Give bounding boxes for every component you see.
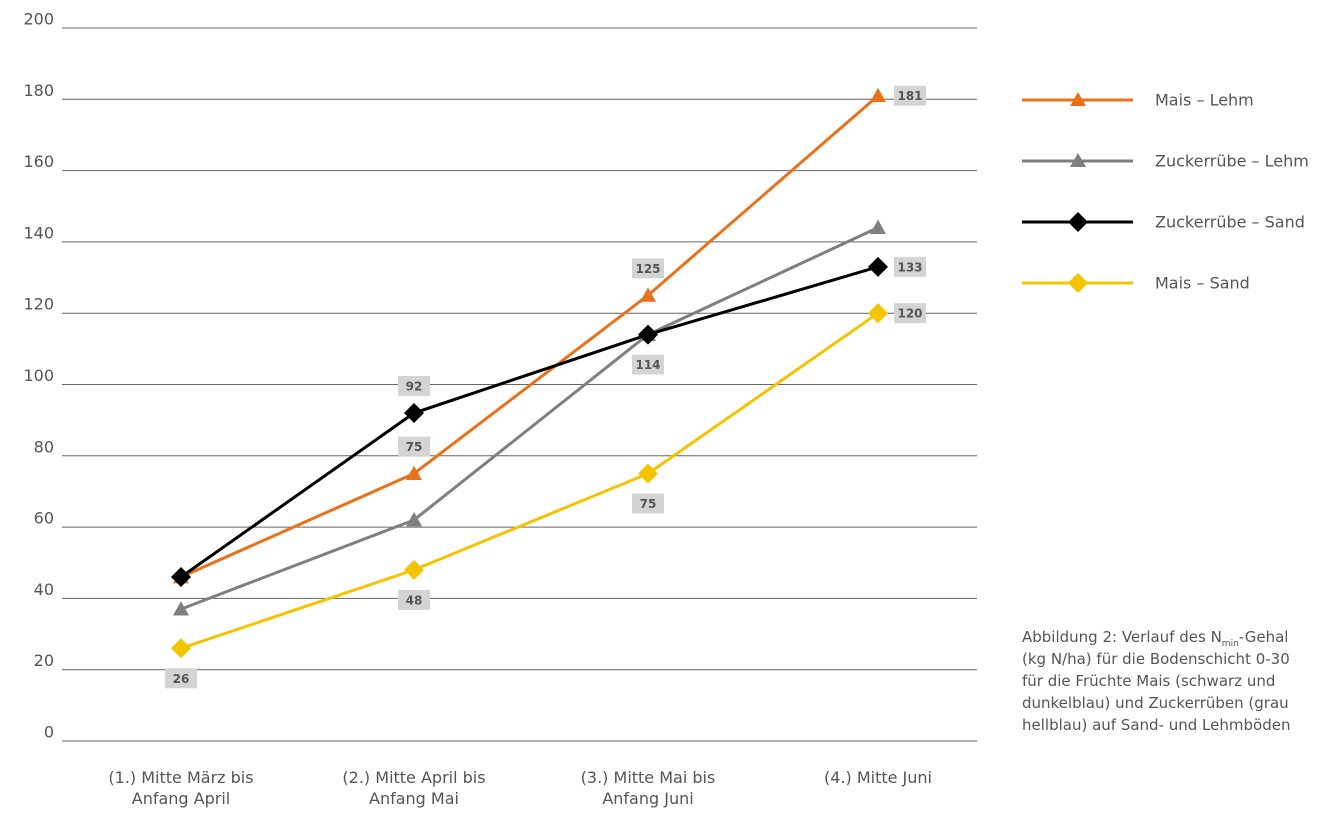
x-tick-label: (4.) Mitte Juni	[823, 768, 932, 787]
caption-line: für die Früchte Mais (schwarz und	[1022, 672, 1276, 690]
legend-label: Mais – Lehm	[1155, 91, 1254, 110]
value-label-box	[398, 376, 430, 397]
value-label: 75	[406, 440, 423, 454]
value-label-box	[165, 668, 197, 689]
y-tick-label: 20	[34, 651, 54, 670]
y-tick-label: 200	[23, 10, 54, 29]
caption-subscript: min	[1221, 639, 1239, 649]
marker	[640, 287, 656, 302]
value-label: 26	[173, 672, 190, 686]
value-label-box	[894, 256, 926, 277]
value-label: 114	[635, 358, 660, 372]
y-tick-label: 120	[23, 295, 54, 314]
y-tick-label: 80	[34, 437, 54, 456]
legend-marker	[1070, 92, 1086, 106]
legend-label: Zuckerrübe – Sand	[1155, 213, 1305, 232]
value-label: 92	[406, 380, 423, 394]
marker	[171, 638, 191, 659]
value-label: 48	[406, 593, 423, 607]
marker	[406, 511, 422, 527]
marker	[404, 559, 424, 580]
marker	[173, 601, 189, 616]
x-tick-label: (3.) Mitte Mai bis Anfang Juni	[580, 768, 716, 808]
value-label-box	[632, 354, 664, 375]
y-tick-label: 40	[34, 580, 54, 599]
x-tick-label: (1.) Mitte März bis Anfang April	[108, 768, 254, 808]
legend-label: Zuckerrübe – Lehm	[1155, 152, 1309, 171]
y-tick-label: 160	[23, 152, 54, 171]
caption-text: Abbildung 2: Verlauf des N	[1022, 628, 1222, 646]
marker	[638, 324, 658, 345]
caption-line: (kg N/ha) für die Bodenschicht 0-30	[1022, 650, 1290, 668]
caption-text: -Gehal	[1238, 628, 1289, 646]
value-label-box	[632, 258, 664, 279]
y-tick-label: 140	[23, 223, 54, 242]
caption-line: dunkelblau) und Zuckerrüben (grau	[1022, 694, 1289, 712]
y-tick-label: 60	[34, 509, 54, 528]
legend-marker	[1068, 273, 1088, 293]
value-label-box	[632, 493, 664, 514]
y-tick-label: 180	[23, 81, 54, 100]
x-tick-label: (2.) Mitte April bis Anfang Mai	[342, 768, 486, 808]
marker	[404, 403, 424, 424]
marker	[638, 463, 658, 484]
marker	[868, 256, 888, 277]
value-label: 125	[635, 262, 660, 276]
marker	[870, 219, 886, 235]
series-line	[180, 311, 879, 650]
y-tick-label: 0	[44, 723, 54, 742]
value-label-box	[398, 436, 430, 457]
value-label: 181	[897, 89, 922, 103]
caption-line: Abbildung 2: Verlauf des Nmin-Gehal	[1022, 626, 1341, 655]
marker	[868, 303, 888, 324]
series-line	[180, 94, 879, 579]
value-label-box	[894, 303, 926, 324]
value-label-box	[894, 85, 926, 106]
marker	[406, 465, 422, 481]
caption-line: hellblau) auf Sand- und Lehmböden	[1022, 716, 1291, 734]
value-label: 133	[897, 260, 922, 274]
y-tick-label: 100	[23, 366, 54, 385]
marker	[171, 567, 191, 588]
value-label: 75	[640, 497, 657, 511]
legend-label: Mais – Sand	[1155, 274, 1250, 293]
series-line	[180, 265, 879, 579]
legend-marker	[1068, 212, 1088, 232]
value-label-box	[398, 589, 430, 610]
marker	[870, 87, 886, 103]
series-line	[180, 226, 879, 611]
legend-marker	[1070, 153, 1086, 167]
value-label: 120	[897, 307, 922, 321]
